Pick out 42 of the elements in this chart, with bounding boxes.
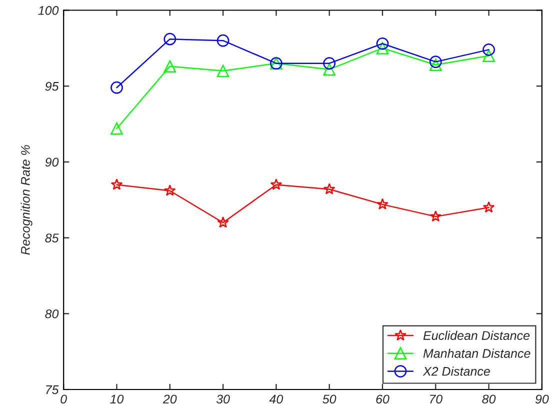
point [164, 184, 176, 196]
y-tick-label: 100 [38, 6, 59, 15]
legend-label: Manhatan Distance [423, 348, 530, 358]
point [216, 34, 230, 47]
x-tick-label: 30 [216, 394, 230, 404]
point [110, 122, 123, 135]
x-tick-label: 80 [482, 394, 496, 404]
x-tick-label: 20 [162, 394, 177, 404]
point [110, 178, 123, 190]
point [164, 32, 176, 46]
point [430, 210, 442, 222]
y-tick-label: 75 [46, 385, 59, 394]
point [217, 216, 229, 228]
point [323, 183, 336, 194]
point [323, 57, 336, 70]
point [482, 44, 495, 56]
legend-label: X2 Distance [422, 366, 490, 376]
x-tick-label: 40 [269, 394, 284, 404]
x-tick-label: 90 [535, 394, 549, 404]
x-tick-label: 60 [376, 394, 390, 404]
point [376, 42, 389, 54]
x-tick-label: 70 [430, 394, 442, 404]
point [376, 198, 388, 210]
y-axis-title: Recognition Rate % [20, 145, 32, 255]
point [164, 60, 176, 73]
x-tick-label: 10 [110, 394, 124, 404]
point [482, 201, 495, 213]
point [429, 56, 442, 68]
point [376, 37, 389, 50]
point [270, 178, 282, 190]
legend-label: Euclidean Distance [423, 330, 530, 340]
point [110, 81, 123, 94]
point [323, 63, 336, 76]
x-tick-label: 0 [60, 394, 67, 404]
y-tick-label: 85 [45, 234, 59, 242]
x-tick-label: 50 [322, 394, 336, 404]
y-tick-label: 95 [45, 82, 59, 91]
point [216, 64, 230, 78]
point [482, 50, 495, 62]
y-tick-label: 80 [45, 309, 59, 318]
y-tick-label: 90 [45, 158, 59, 167]
point [429, 58, 442, 72]
